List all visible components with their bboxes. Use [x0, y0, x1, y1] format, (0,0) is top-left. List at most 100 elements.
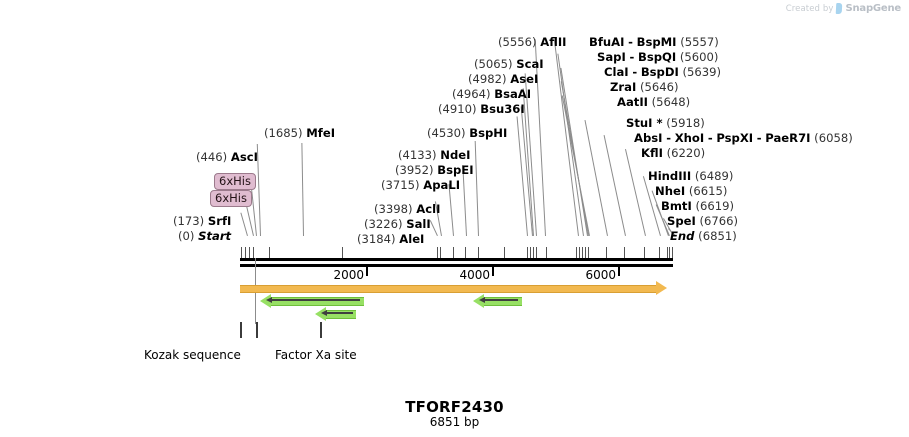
enzyme-label-speI[interactable]: SpeI (6766) [667, 214, 738, 229]
enzyme-position: (6615) [688, 184, 728, 198]
enzyme-position: (4133) [398, 148, 437, 162]
enzyme-name-alt: PaeR7I [765, 131, 811, 145]
primer-arrow-1-tip-icon [266, 297, 272, 303]
enzyme-name: BspEI [437, 163, 474, 177]
connector-line [240, 212, 248, 236]
enzyme-label-end[interactable]: End (6851) [670, 229, 737, 244]
enzyme-position: (5600) [679, 50, 719, 64]
sequence-length-label: 6851 bp [429, 415, 480, 429]
enzyme-name: ClaI [604, 65, 629, 79]
primer-arrow-2-line [327, 312, 353, 314]
enzyme-name-alt: PspXI [716, 131, 754, 145]
enzyme-name: StuI * [626, 116, 663, 130]
enzyme-position: (5648) [651, 95, 691, 109]
enzyme-label-nheI[interactable]: NheI (6615) [655, 184, 727, 199]
feature-label-kozak: Kozak sequence [144, 348, 241, 362]
connector-line [474, 141, 479, 236]
enzyme-name: ScaI [516, 57, 544, 71]
enzyme-position: (5556) [498, 35, 537, 49]
his-tag-label: 6xHis [215, 191, 247, 205]
enzyme-label-scaI[interactable]: (5065) ScaI [474, 57, 544, 72]
enzyme-position: (4910) [438, 102, 477, 116]
his-tag-badge-2[interactable]: 6xHis [210, 190, 252, 207]
ruler-tick-4000 [492, 267, 494, 276]
enzyme-label-zraI[interactable]: ZraI (5646) [610, 80, 679, 95]
enzyme-label-claI-bspDI[interactable]: ClaI - BspDI (5639) [604, 65, 721, 80]
primer-arrow-3-shaft[interactable] [484, 297, 522, 306]
connector-line [553, 39, 579, 237]
cut-site-tick [478, 247, 479, 259]
ruler-tick-6000 [618, 267, 620, 276]
cut-site-tick [588, 247, 589, 259]
enzyme-label-sapI-bspQI[interactable]: SapI - BspQI (5600) [597, 50, 718, 65]
primer-arrow-1-shaft[interactable] [271, 297, 364, 306]
cut-site-tick [342, 247, 343, 259]
ruler-tick-2000 [366, 267, 368, 276]
enzyme-label-bfuAI-bspMI[interactable]: BfuAI - BspMI (5557) [589, 35, 719, 50]
watermark-brand: SnapGene [845, 3, 901, 14]
enzyme-separator: - [628, 35, 633, 49]
enzyme-position: (5557) [680, 35, 719, 49]
primer-arrow-2-shaft[interactable] [326, 310, 356, 319]
enzyme-label-ndeI[interactable]: (4133) NdeI [398, 148, 470, 163]
enzyme-label-aatII[interactable]: AatII (5648) [617, 95, 690, 110]
enzyme-name: AatII [617, 95, 648, 109]
enzyme-label-aleI[interactable]: (3184) AleI [357, 232, 424, 247]
cut-site-tick [582, 247, 583, 259]
primer-arrow-3-head-icon [473, 294, 484, 308]
enzyme-label-bspHI[interactable]: (4530) BspHI [427, 126, 507, 141]
feature-label-factor-xa: Factor Xa site [275, 348, 357, 362]
enzyme-label-stuI[interactable]: StuI * (5918) [626, 116, 705, 131]
enzyme-label-aclI[interactable]: (3398) AclI [374, 202, 440, 217]
enzyme-label-start[interactable]: (0) Start [178, 229, 231, 244]
primer-arrow-2-tip-icon [321, 310, 327, 316]
enzyme-name: SalI [406, 217, 431, 231]
enzyme-name: BfuAI [589, 35, 625, 49]
enzyme-label-apaLI[interactable]: (3715) ApaLI [381, 178, 460, 193]
connector-line [603, 135, 626, 236]
enzyme-label-absI-xhoI-pspXI-paeR7I[interactable]: AbsI - XhoI - PspXI - PaeR7I (6058) [634, 131, 853, 146]
enzyme-position: (3952) [395, 163, 434, 177]
cut-site-tick [527, 247, 528, 259]
enzyme-label-salI[interactable]: (3226) SalI [364, 217, 431, 232]
enzyme-position: (5639) [682, 65, 722, 79]
enzyme-name: MfeI [306, 126, 336, 140]
feature-tick-his [256, 322, 258, 338]
enzyme-name-alt: BspDI [640, 65, 679, 79]
snapgene-watermark: Created by SnapGene [786, 3, 901, 14]
primer-arrow-1-line [272, 299, 360, 301]
enzyme-position: (3184) [357, 232, 396, 246]
enzyme-separator: - [707, 131, 713, 145]
enzyme-label-bspEI[interactable]: (3952) BspEI [395, 163, 474, 178]
enzyme-position: (173) [173, 214, 205, 228]
cut-site-tick [249, 247, 250, 259]
enzyme-label-bmtI[interactable]: BmtI (6619) [661, 199, 734, 214]
watermark-prefix: Created by [785, 3, 834, 14]
enzyme-label-bsaAI[interactable]: (4964) BsaAI [452, 87, 531, 102]
enzyme-position: (3226) [364, 217, 403, 231]
enzyme-position: (4964) [452, 87, 491, 101]
enzyme-label-srfI[interactable]: (173) SrfI [173, 214, 231, 229]
cut-site-tick [440, 247, 441, 259]
primer-arrow-3-line [485, 299, 518, 301]
orf-arrow-shaft[interactable] [240, 285, 658, 293]
feature-tick-factor-xa [320, 322, 322, 338]
enzyme-label-mfeI[interactable]: (1685) MfeI [264, 126, 335, 141]
enzyme-label-aflII[interactable]: (5556) AflII [498, 35, 566, 50]
enzyme-label-hindIII[interactable]: HindIII (6489) [648, 169, 733, 184]
his-tag-badge-1[interactable]: 6xHis [214, 173, 256, 190]
cut-site-tick [644, 247, 645, 259]
enzyme-name: HindIII [648, 169, 692, 183]
enzyme-separator: - [756, 131, 762, 145]
enzyme-label-aseI[interactable]: (4982) AseI [468, 72, 538, 87]
connector-line [301, 142, 304, 236]
enzyme-position: (6489) [694, 169, 734, 183]
cut-site-tick [659, 247, 660, 259]
cut-site-tick [269, 247, 270, 259]
enzyme-label-kflI[interactable]: KflI (6220) [641, 146, 705, 161]
enzyme-label-ascI[interactable]: (446) AscI [196, 150, 258, 165]
enzyme-name: AseI [510, 72, 539, 86]
cut-site-tick [437, 247, 438, 259]
ruler-label-6000: 6000 [585, 268, 616, 282]
enzyme-label-bsu36I[interactable]: (4910) Bsu36I [438, 102, 525, 117]
